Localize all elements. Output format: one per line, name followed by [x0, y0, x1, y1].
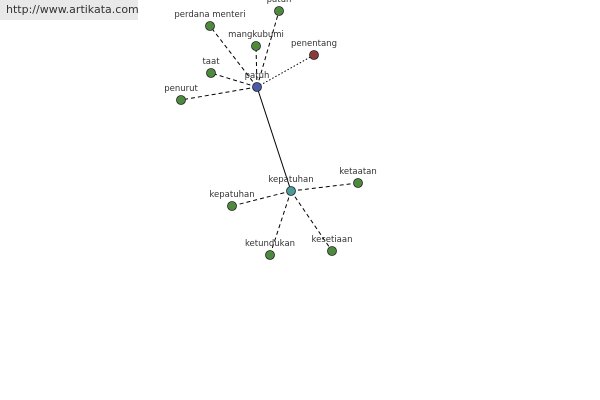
watermark: http://www.artikata.com [0, 0, 139, 20]
node [251, 41, 261, 51]
edge [256, 10, 280, 88]
edge [269, 190, 292, 256]
node-label: kesetiaan [311, 235, 352, 245]
node [227, 201, 237, 211]
node [327, 246, 337, 256]
edge [210, 72, 258, 88]
node [274, 6, 284, 16]
node-label: patuh [245, 71, 270, 81]
edge [256, 86, 292, 192]
node-label: ketundukan [245, 239, 295, 249]
node-label: ketaatan [339, 167, 377, 177]
edge [209, 25, 258, 88]
node-label: taat [202, 57, 220, 67]
edge [256, 54, 315, 88]
node [353, 178, 363, 188]
node [309, 50, 319, 60]
node-label: mangkubumi [228, 30, 284, 40]
node [252, 82, 262, 92]
node [286, 186, 296, 196]
node-label: penentang [291, 39, 337, 49]
edge [290, 182, 359, 192]
node-label: penurut [164, 84, 198, 94]
node [265, 250, 275, 260]
node [176, 95, 186, 105]
edge [231, 190, 292, 207]
node-label: patuh [267, 0, 292, 5]
node [206, 68, 216, 78]
node-label: kepatuhan [268, 175, 313, 185]
edge [290, 190, 333, 252]
node [205, 21, 215, 31]
node-label: kepatuhan [209, 190, 254, 200]
edge [180, 86, 258, 101]
node-label: perdana menteri [174, 10, 245, 20]
